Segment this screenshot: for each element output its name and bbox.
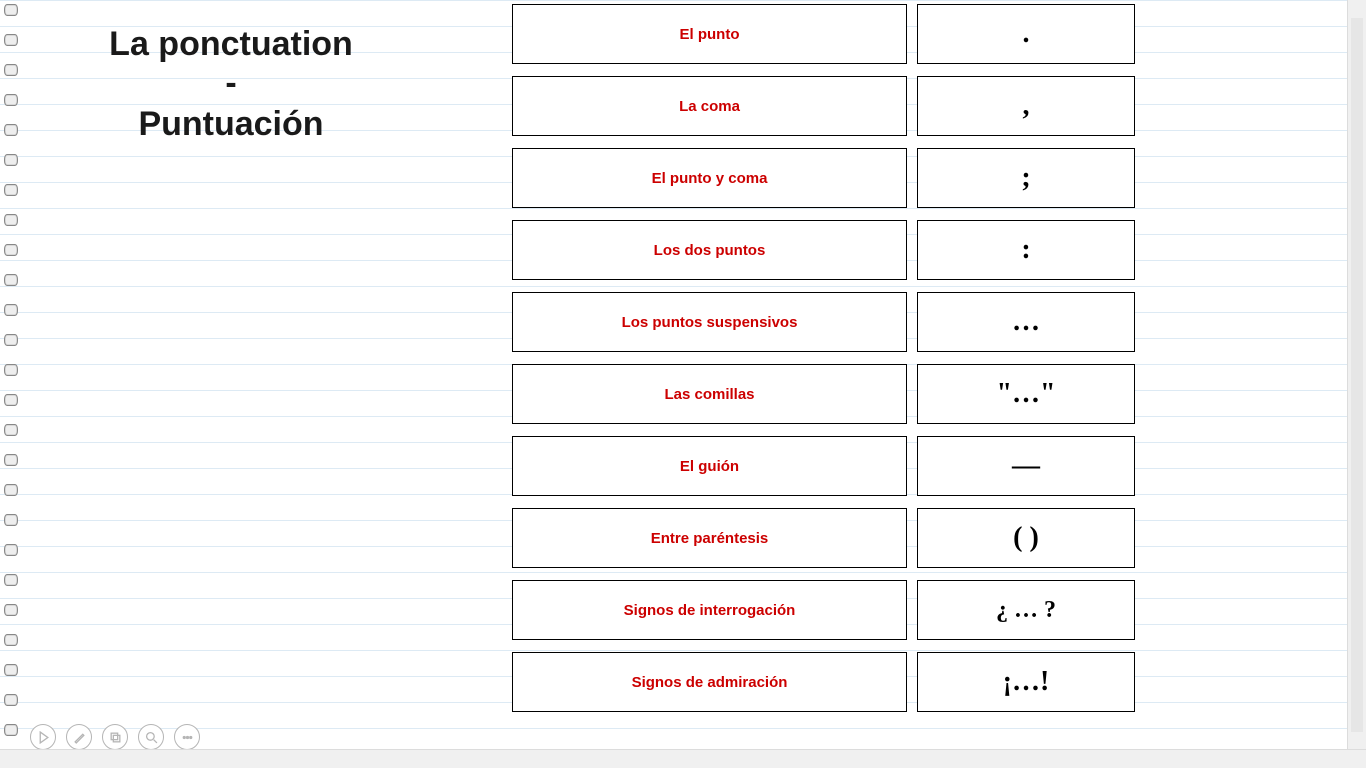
- pen-icon: [73, 731, 86, 744]
- zoom-icon: [145, 731, 158, 744]
- spiral-ring: [4, 424, 18, 436]
- punctuation-name-cell: El punto y coma: [512, 148, 907, 208]
- title-line-1: La ponctuation: [56, 24, 406, 65]
- table-row: Signos de interrogación¿ … ?: [512, 580, 1140, 640]
- punctuation-symbol-cell: .: [917, 4, 1135, 64]
- punctuation-name-cell: Los puntos suspensivos: [512, 292, 907, 352]
- play-button[interactable]: [30, 724, 56, 750]
- zoom-button[interactable]: [138, 724, 164, 750]
- table-row: Los dos puntos:: [512, 220, 1140, 280]
- spiral-ring: [4, 34, 18, 46]
- table-row: Entre paréntesis( ): [512, 508, 1140, 568]
- spiral-ring: [4, 214, 18, 226]
- spiral-ring: [4, 334, 18, 346]
- pen-button[interactable]: [66, 724, 92, 750]
- spiral-ring: [4, 94, 18, 106]
- punctuation-name-cell: Los dos puntos: [512, 220, 907, 280]
- more-button[interactable]: [174, 724, 200, 750]
- spiral-ring: [4, 394, 18, 406]
- punctuation-name-cell: Signos de interrogación: [512, 580, 907, 640]
- table-row: La coma,: [512, 76, 1140, 136]
- spiral-ring: [4, 664, 18, 676]
- punctuation-symbol-cell: ¿ … ?: [917, 580, 1135, 640]
- table-row: El guión—: [512, 436, 1140, 496]
- spiral-ring: [4, 274, 18, 286]
- spiral-binding: [4, 4, 20, 764]
- table-row: El punto y coma;: [512, 148, 1140, 208]
- duplicate-button[interactable]: [102, 724, 128, 750]
- spiral-ring: [4, 604, 18, 616]
- spiral-ring: [4, 484, 18, 496]
- punctuation-symbol-cell: :: [917, 220, 1135, 280]
- punctuation-name-cell: Las comillas: [512, 364, 907, 424]
- spiral-ring: [4, 364, 18, 376]
- duplicate-icon: [109, 731, 122, 744]
- punctuation-name-cell: Entre paréntesis: [512, 508, 907, 568]
- spiral-ring: [4, 574, 18, 586]
- spiral-ring: [4, 544, 18, 556]
- title-line-3: Puntuación: [56, 104, 406, 145]
- spiral-ring: [4, 694, 18, 706]
- title-line-2: -: [56, 63, 406, 104]
- table-row: Las comillas"…": [512, 364, 1140, 424]
- spiral-ring: [4, 124, 18, 136]
- vertical-scrollbar[interactable]: [1347, 0, 1366, 750]
- title-block: La ponctuation - Puntuación: [56, 24, 406, 144]
- table-row: El punto.: [512, 4, 1140, 64]
- spiral-ring: [4, 634, 18, 646]
- punctuation-name-cell: La coma: [512, 76, 907, 136]
- spiral-ring: [4, 64, 18, 76]
- play-icon: [37, 731, 50, 744]
- table-row: Los puntos suspensivos…: [512, 292, 1140, 352]
- horizontal-scrollbar[interactable]: [0, 749, 1366, 768]
- punctuation-symbol-cell: "…": [917, 364, 1135, 424]
- spiral-ring: [4, 304, 18, 316]
- punctuation-name-cell: El guión: [512, 436, 907, 496]
- punctuation-symbol-cell: …: [917, 292, 1135, 352]
- punctuation-symbol-cell: ,: [917, 76, 1135, 136]
- table-row: Signos de admiración¡…!: [512, 652, 1140, 712]
- spiral-ring: [4, 514, 18, 526]
- spiral-ring: [4, 4, 18, 16]
- punctuation-symbol-cell: ;: [917, 148, 1135, 208]
- punctuation-symbol-cell: —: [917, 436, 1135, 496]
- spiral-ring: [4, 454, 18, 466]
- bottom-toolbar: [30, 724, 200, 750]
- more-icon: [181, 731, 194, 744]
- punctuation-symbol-cell: ¡…!: [917, 652, 1135, 712]
- punctuation-symbol-cell: ( ): [917, 508, 1135, 568]
- punctuation-table: El punto.La coma,El punto y coma;Los dos…: [512, 4, 1140, 724]
- punctuation-name-cell: Signos de admiración: [512, 652, 907, 712]
- spiral-ring: [4, 244, 18, 256]
- spiral-ring: [4, 154, 18, 166]
- notebook-canvas: La ponctuation - Puntuación El punto.La …: [0, 0, 1366, 768]
- punctuation-name-cell: El punto: [512, 4, 907, 64]
- spiral-ring: [4, 184, 18, 196]
- spiral-ring: [4, 724, 18, 736]
